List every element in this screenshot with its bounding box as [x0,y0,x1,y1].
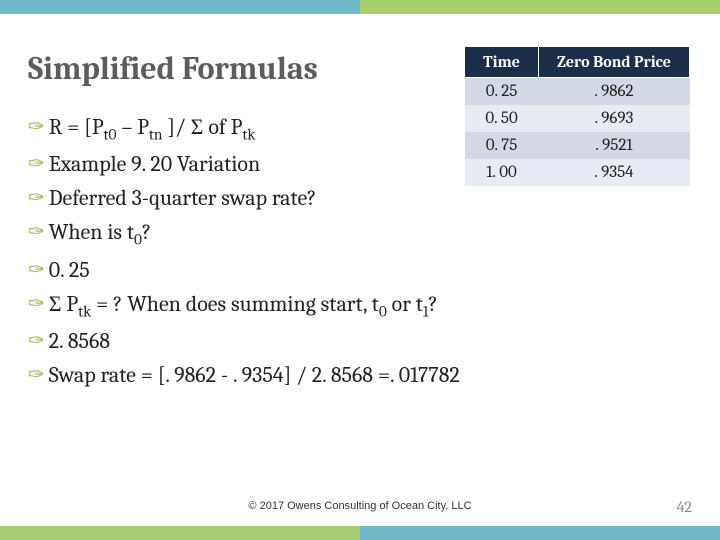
bottom-decorative-border [0,526,720,540]
bullet-item: ✑R = [Pt0 – Ptn ]/ Σ of Ptk [28,110,688,147]
bullet-marker-icon: ✑ [28,111,45,142]
table-header-row: Time Zero Bond Price [465,47,690,78]
bullet-text: Swap rate = [. 9862 - . 9354] / 2. 8568 … [49,362,460,388]
bullet-marker-icon: ✑ [28,254,45,285]
bullet-list: ✑R = [Pt0 – Ptn ]/ Σ of Ptk✑Example 9. 2… [28,110,688,392]
bullet-marker-icon: ✑ [28,182,45,213]
bullet-marker-icon: ✑ [28,288,45,319]
table-cell: 0. 25 [465,78,539,106]
bullet-item: ✑Σ Ptk = ? When does summing start, t0 o… [28,287,688,324]
bullet-text: Σ Ptk = ? When does summing start, t0 or… [49,291,438,317]
bullet-item: ✑Example 9. 20 Variation [28,147,688,181]
table-header-time: Time [465,47,539,78]
bullet-marker-icon: ✑ [28,148,45,179]
table-cell: . 9862 [538,78,689,106]
bullet-marker-icon: ✑ [28,216,45,247]
table-header-price: Zero Bond Price [538,47,689,78]
bullet-text: R = [Pt0 – Ptn ]/ Σ of Ptk [49,114,256,140]
bullet-text: Example 9. 20 Variation [49,151,261,177]
bullet-marker-icon: ✑ [28,359,45,390]
bullet-text: 0. 25 [49,257,90,283]
bullet-item: ✑2. 8568 [28,324,688,358]
table-row: 0. 25. 9862 [465,78,690,106]
copyright-text: © 2017 Owens Consulting of Ocean City, L… [248,500,471,512]
bullet-item: ✑0. 25 [28,253,688,287]
page-number: 42 [677,498,692,516]
bullet-text: When is t0? [49,219,152,245]
slide-title: Simplified Formulas [28,50,318,87]
bullet-marker-icon: ✑ [28,325,45,356]
bullet-item: ✑Deferred 3-quarter swap rate? [28,181,688,215]
bullet-item: ✑When is t0? [28,215,688,252]
top-decorative-border [0,0,720,14]
bullet-text: Deferred 3-quarter swap rate? [49,185,317,211]
bullet-text: 2. 8568 [49,328,110,354]
bullet-item: ✑Swap rate = [. 9862 - . 9354] / 2. 8568… [28,358,688,392]
